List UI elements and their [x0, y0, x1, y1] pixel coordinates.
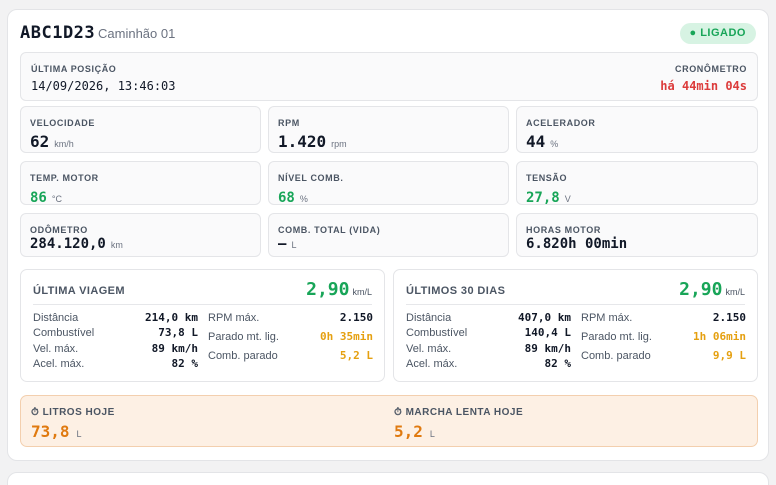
metric-label: COMB. TOTAL (VIDA) — [278, 225, 381, 235]
last-position-label: ÚLTIMA POSIÇÃO — [31, 64, 117, 74]
metric-label: TENSÃO — [526, 173, 568, 183]
last-position-datetime: 14/09/2026, 13:46:03 — [31, 79, 176, 93]
trip-title: ÚLTIMOS 30 DIAS — [406, 285, 506, 297]
trip-stat: Parado mt. lig. 1h 06min — [581, 330, 746, 343]
last-position-box: ÚLTIMA POSIÇÃO 14/09/2026, 13:46:03 CRON… — [20, 52, 758, 101]
metric-unit: V — [564, 194, 571, 204]
metric-voltage: TENSÃO 27,8 V — [516, 161, 758, 206]
metric-value: 86 °C — [30, 190, 62, 206]
metric-value: 1.420 rpm — [278, 132, 347, 151]
metric-total-fuel: COMB. TOTAL (VIDA) — L — [268, 213, 509, 257]
metric-value: 62 km/h — [30, 132, 74, 151]
metric-label: RPM — [278, 118, 300, 128]
trip-stat: Acel. máx. 82 % — [33, 357, 198, 370]
timer-label: CRONÔMETRO — [675, 64, 747, 74]
trip-stat: Distância 214,0 km — [33, 311, 198, 324]
trip-stat: Parado mt. lig. 0h 35min — [208, 330, 373, 343]
vehicle-card: ABC1D23 Caminhão 01 ● LIGADO ÚLTIMA POSI… — [7, 9, 769, 461]
trip-efficiency-unit: km/L — [725, 287, 745, 297]
metric-label: ACELERADOR — [526, 118, 596, 128]
metric-engine-temp: TEMP. MOTOR 86 °C — [20, 161, 261, 206]
trip-stat: RPM máx. 2.150 — [581, 311, 746, 324]
metric-rpm: RPM 1.420 rpm — [268, 106, 509, 153]
vehicle-plate: ABC1D23 — [20, 23, 96, 43]
trip-stat: Acel. máx. 82 % — [406, 357, 571, 370]
divider — [33, 304, 372, 305]
liters-today-label: ⏱ LITROS HOJE — [31, 407, 115, 418]
vehicle-name: Caminhão 01 — [98, 26, 176, 41]
trip-stat: Vel. máx. 89 km/h — [33, 342, 198, 355]
metric-value: 68% — [278, 190, 308, 206]
metric-speed: VELOCIDADE 62 km/h — [20, 106, 261, 153]
metric-unit: km/h — [54, 139, 74, 149]
idle-today-value: 5,2 L — [394, 422, 435, 441]
metric-engine-hours: HORAS MOTOR 6.820h 00min — [516, 213, 758, 257]
metric-value: — L — [278, 236, 297, 252]
trip-stat: Distância 407,0 km — [406, 311, 571, 324]
metric-label: TEMP. MOTOR — [30, 173, 99, 183]
timer-value: há 44min 04s — [660, 79, 747, 93]
trip-panel-30-days: ÚLTIMOS 30 DIAS 2,90 km/L Distância 407,0 … — [393, 269, 758, 382]
metric-fuel-level: NÍVEL COMB. 68% — [268, 161, 509, 206]
metric-label: HORAS MOTOR — [526, 225, 601, 235]
trip-stat: RPM máx. 2.150 — [208, 311, 373, 324]
divider — [406, 304, 745, 305]
idle-today-unit: L — [429, 429, 435, 439]
metric-value: 44% — [526, 132, 559, 151]
metric-label: NÍVEL COMB. — [278, 173, 344, 183]
metric-value: 27,8 V — [526, 190, 571, 206]
trip-stat: Comb. parado 5,2 L — [208, 349, 373, 362]
metric-unit: °C — [51, 194, 62, 204]
metric-unit: rpm — [331, 139, 347, 149]
next-vehicle-card — [7, 472, 769, 485]
metric-unit: km — [110, 240, 123, 250]
metric-unit: % — [550, 139, 559, 149]
trip-title: ÚLTIMA VIAGEM — [33, 285, 125, 297]
trip-efficiency: 2,90 km/L — [679, 279, 745, 300]
metric-value: 284.120,0 km — [30, 236, 123, 252]
metric-odometer: ODÔMETRO 284.120,0 km — [20, 213, 261, 257]
liters-today-value: 73,8 L — [31, 422, 82, 441]
trip-efficiency-unit: km/L — [352, 287, 372, 297]
idle-today-label: ⏱ MARCHA LENTA HOJE — [394, 407, 524, 418]
metric-throttle: ACELERADOR 44% — [516, 106, 758, 153]
today-summary: ⏱ LITROS HOJE 73,8 L ⏱ MARCHA LENTA HOJE … — [20, 395, 758, 447]
liters-today-unit: L — [76, 429, 82, 439]
trip-efficiency: 2,90 km/L — [306, 279, 372, 300]
status-badge: ● LIGADO — [679, 23, 756, 44]
metric-label: ODÔMETRO — [30, 225, 88, 235]
trip-stat: Combustível 140,4 L — [406, 326, 571, 339]
trip-panel-last: ÚLTIMA VIAGEM 2,90 km/L Distância 214,0 km… — [20, 269, 385, 382]
trip-stat: Comb. parado 9,9 L — [581, 349, 746, 362]
trip-stat: Combustível 73,8 L — [33, 326, 198, 339]
metric-value: 6.820h 00min — [526, 236, 628, 252]
trip-stat: Vel. máx. 89 km/h — [406, 342, 571, 355]
metric-label: VELOCIDADE — [30, 118, 96, 128]
metric-unit: L — [291, 240, 297, 250]
metric-unit: % — [299, 194, 308, 204]
